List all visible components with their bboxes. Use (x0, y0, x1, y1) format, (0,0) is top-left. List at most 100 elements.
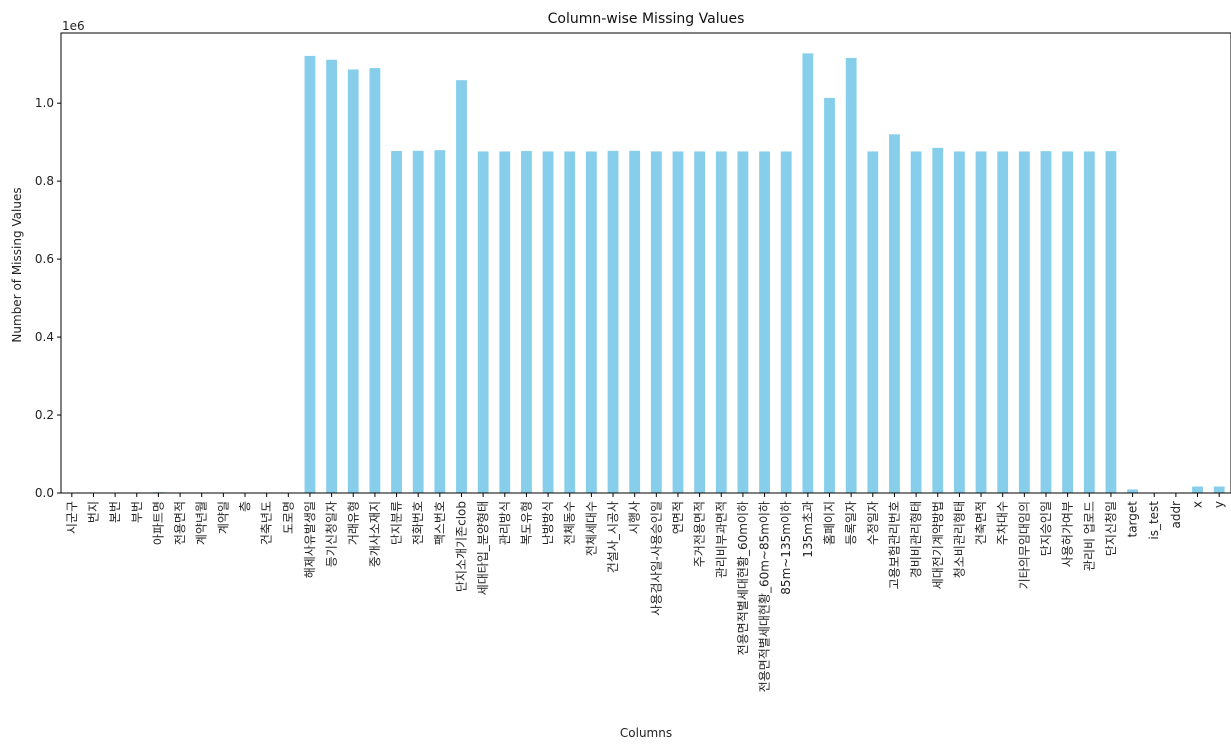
x-tick-label-19: 세대타입_분양형태 (476, 501, 490, 595)
x-tick-label-35: 홈페이지 (823, 501, 837, 545)
x-tick-label-13: 거래유형 (346, 501, 360, 545)
bar-32 (759, 151, 770, 493)
x-tick-label-38: 고용보험관리번호 (887, 501, 901, 589)
x-tick-label-23: 전체동수 (563, 501, 577, 545)
x-tick-label-29: 주거전용면적 (693, 501, 707, 567)
bar-42 (975, 151, 987, 493)
y-tick-label-3: 0.6 (35, 252, 54, 266)
y-offset-label: 1e6 (62, 19, 85, 33)
bar-45 (1040, 151, 1052, 494)
x-tick-label-43: 주차대수 (996, 501, 1010, 545)
x-tick-label-48: 단지신청일 (1104, 501, 1118, 556)
bar-36 (845, 57, 857, 493)
bar-12 (326, 59, 338, 493)
bar-17 (434, 150, 446, 494)
x-tick-label-17: 팩스번호 (433, 501, 447, 545)
x-tick-label-33: 85m~135m이하 (779, 501, 793, 595)
bar-34 (802, 53, 814, 494)
x-tick-label-28: 연면적 (671, 501, 685, 534)
bar-35 (824, 97, 835, 493)
y-axis: 0.0 0.2 0.4 0.6 0.8 1.0 (35, 96, 61, 500)
y-tick-label-2: 0.4 (35, 330, 54, 344)
x-tick-label-3: 부번 (130, 501, 144, 523)
bar-44 (1018, 151, 1030, 493)
bar-43 (997, 151, 1009, 493)
x-tick-label-9: 건축년도 (260, 501, 274, 545)
x-tick-label-49: target (1126, 501, 1140, 538)
y-tick-label-1: 0.2 (35, 408, 54, 422)
bar-26 (629, 150, 641, 493)
x-tick-label-47: 관리비 업로드 (1082, 501, 1096, 571)
x-tick-label-34: 135m초과 (801, 501, 815, 558)
bar-29 (694, 151, 706, 493)
x-tick-label-7: 계약일 (215, 501, 230, 534)
x-tick-label-41: 청소비관리형태 (952, 501, 966, 578)
bar-47 (1083, 151, 1095, 493)
bar-39 (910, 151, 922, 493)
bar-49 (1127, 489, 1138, 493)
bar-46 (1062, 151, 1074, 493)
bar-14 (369, 68, 381, 493)
bar-15 (391, 151, 402, 494)
bar-28 (672, 151, 684, 493)
x-tick-label-2: 본번 (108, 501, 122, 523)
x-tick-label-14: 중개사소재지 (368, 501, 382, 567)
x-tick-label-40: 세대전기계약방법 (930, 501, 945, 589)
bar-48 (1105, 151, 1117, 493)
bar-11 (304, 55, 316, 493)
y-tick-label-4: 0.8 (35, 174, 54, 188)
x-tick-label-26: 시행사 (627, 501, 642, 534)
x-tick-label-27: 사용검사일-사용승인일 (649, 501, 663, 616)
y-tick-label-5: 1.0 (35, 96, 54, 110)
x-tick-label-18: 단지소개기존clob (454, 501, 468, 592)
x-tick-label-22: 난방방식 (541, 501, 555, 545)
chart-title: Column-wise Missing Values (548, 11, 745, 27)
y-axis-label: Number of Missing Values (10, 187, 24, 342)
x-tick-label-52: x (1191, 501, 1205, 508)
bar-53 (1213, 486, 1225, 493)
bar-25 (607, 150, 619, 494)
x-tick-label-37: 수정일자 (866, 501, 880, 545)
bar-52 (1192, 486, 1203, 493)
bar-16 (412, 150, 424, 493)
x-tick-label-39: 경비비관리형태 (909, 501, 923, 578)
x-tick-label-45: 단지승인일 (1039, 501, 1053, 556)
plot-frame (60, 32, 1231, 494)
bar-19 (477, 151, 489, 493)
x-tick-label-24: 전체세대수 (584, 501, 598, 556)
bar-22 (542, 151, 554, 493)
bar-20 (499, 151, 511, 493)
x-axis-label: Columns (620, 726, 672, 740)
x-tick-label-20: 관리방식 (498, 501, 512, 545)
x-tick-label-21: 복도유형 (519, 501, 533, 545)
bar-23 (564, 151, 576, 493)
x-tick-label-53: y (1212, 501, 1226, 508)
x-tick-label-42: 건축면적 (974, 501, 988, 545)
bar-31 (737, 151, 749, 493)
bar-18 (456, 80, 467, 494)
x-tick-label-44: 기타의무임대임의 (1017, 501, 1031, 589)
bar-40 (932, 147, 944, 493)
x-tick-label-15: 단지분류 (390, 501, 404, 545)
x-tick-label-11: 해제사유발생일 (303, 501, 317, 578)
x-tick-label-6: 계약년월 (194, 501, 209, 545)
x-tick-label-12: 등기신청일자 (325, 501, 339, 567)
x-tick-label-5: 전용면적 (173, 501, 187, 545)
bar-37 (867, 151, 879, 493)
bar-41 (953, 151, 965, 493)
bar-38 (889, 134, 900, 493)
bar-21 (521, 151, 532, 493)
x-tick-label-50: is_test (1147, 501, 1161, 540)
x-tick-label-36: 등록일자 (844, 501, 858, 545)
bars-group (88, 53, 1225, 494)
x-tick-label-25: 건설사_시공사 (606, 501, 620, 573)
bar-33 (780, 151, 792, 493)
bar-27 (650, 151, 662, 493)
x-tick-label-46: 사용허가여부 (1061, 501, 1075, 567)
x-tick-label-32: 전용면적별세대현황_60m~85m이하 (758, 501, 772, 692)
x-tick-label-4: 아파트명 (151, 501, 165, 545)
bar-30 (715, 151, 727, 493)
x-tick-label-0: 시군구 (65, 501, 79, 534)
x-tick-label-16: 전화번호 (411, 501, 425, 545)
